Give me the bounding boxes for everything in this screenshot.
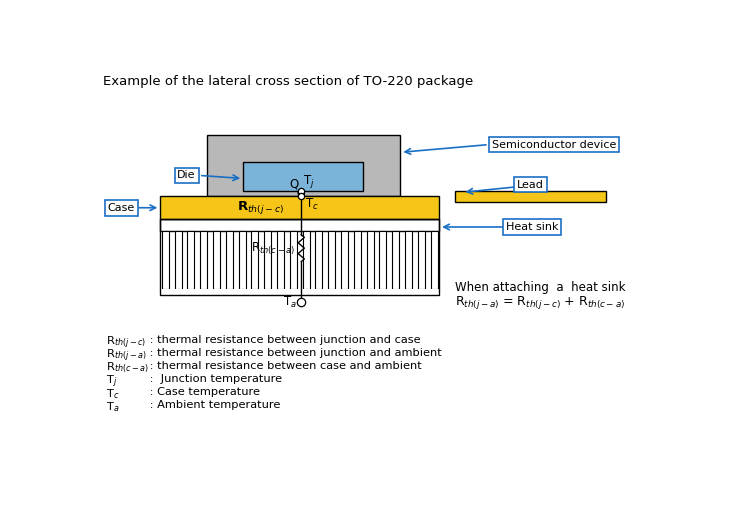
Bar xyxy=(243,162,364,191)
Bar xyxy=(431,231,438,289)
Text: Q: Q xyxy=(289,177,298,190)
Text: : Ambient temperature: : Ambient temperature xyxy=(146,400,280,410)
Bar xyxy=(316,231,322,289)
Text: R$_{th(j-c)}$: R$_{th(j-c)}$ xyxy=(106,335,146,351)
Text: T$_a$: T$_a$ xyxy=(283,295,297,310)
Text: Case: Case xyxy=(108,203,135,213)
Text: T$_c$: T$_c$ xyxy=(305,197,319,212)
Text: :  Junction temperature: : Junction temperature xyxy=(146,374,283,384)
Text: R$_{th(j-a)}$ = R$_{th(j-c)}$ + R$_{th(c-a)}$: R$_{th(j-a)}$ = R$_{th(j-c)}$ + R$_{th(c… xyxy=(455,294,625,311)
Text: T$_c$: T$_c$ xyxy=(106,387,119,401)
Text: R$_{th(j-a)}$: R$_{th(j-a)}$ xyxy=(106,348,146,364)
Text: Heat sink: Heat sink xyxy=(506,222,559,232)
Text: R$_{th(j-c)}$: R$_{th(j-c)}$ xyxy=(237,199,284,216)
Text: Example of the lateral cross section of TO-220 package: Example of the lateral cross section of … xyxy=(103,75,473,88)
Text: T$_a$: T$_a$ xyxy=(106,400,119,414)
Text: : thermal resistance between case and ambient: : thermal resistance between case and am… xyxy=(146,361,422,371)
Bar xyxy=(290,231,297,289)
Text: Semiconductor device: Semiconductor device xyxy=(492,140,616,150)
Text: : Case temperature: : Case temperature xyxy=(146,387,261,397)
Bar xyxy=(226,231,233,289)
Text: Lead: Lead xyxy=(517,180,544,189)
Bar xyxy=(174,231,182,289)
Bar xyxy=(392,231,399,289)
Bar xyxy=(405,231,412,289)
Text: When attaching  a  heat sink: When attaching a heat sink xyxy=(455,281,625,294)
Bar xyxy=(160,289,439,295)
Bar xyxy=(354,231,361,289)
Bar xyxy=(188,231,194,289)
Bar xyxy=(238,231,246,289)
Bar xyxy=(380,231,386,289)
Bar xyxy=(302,231,310,289)
Bar xyxy=(160,196,439,219)
Bar xyxy=(200,231,207,289)
Bar xyxy=(367,231,374,289)
Text: T$_j$: T$_j$ xyxy=(302,173,314,190)
Bar xyxy=(252,231,258,289)
Text: : thermal resistance between junction and case: : thermal resistance between junction an… xyxy=(146,335,421,345)
Bar xyxy=(213,231,220,289)
Bar xyxy=(328,231,335,289)
Text: T$_j$: T$_j$ xyxy=(106,374,117,391)
Bar xyxy=(162,231,169,289)
Text: Die: Die xyxy=(177,170,196,180)
Bar xyxy=(277,231,284,289)
Bar xyxy=(207,135,400,196)
Bar xyxy=(418,231,425,289)
Bar xyxy=(455,191,606,202)
Text: R$_{th(c-a)}$: R$_{th(c-a)}$ xyxy=(251,240,295,257)
Bar xyxy=(160,219,439,231)
Bar xyxy=(341,231,348,289)
Text: R$_{th(c-a)}$: R$_{th(c-a)}$ xyxy=(106,361,149,375)
Bar xyxy=(160,219,439,295)
Text: : thermal resistance between junction and ambient: : thermal resistance between junction an… xyxy=(146,348,442,358)
Bar xyxy=(264,231,271,289)
